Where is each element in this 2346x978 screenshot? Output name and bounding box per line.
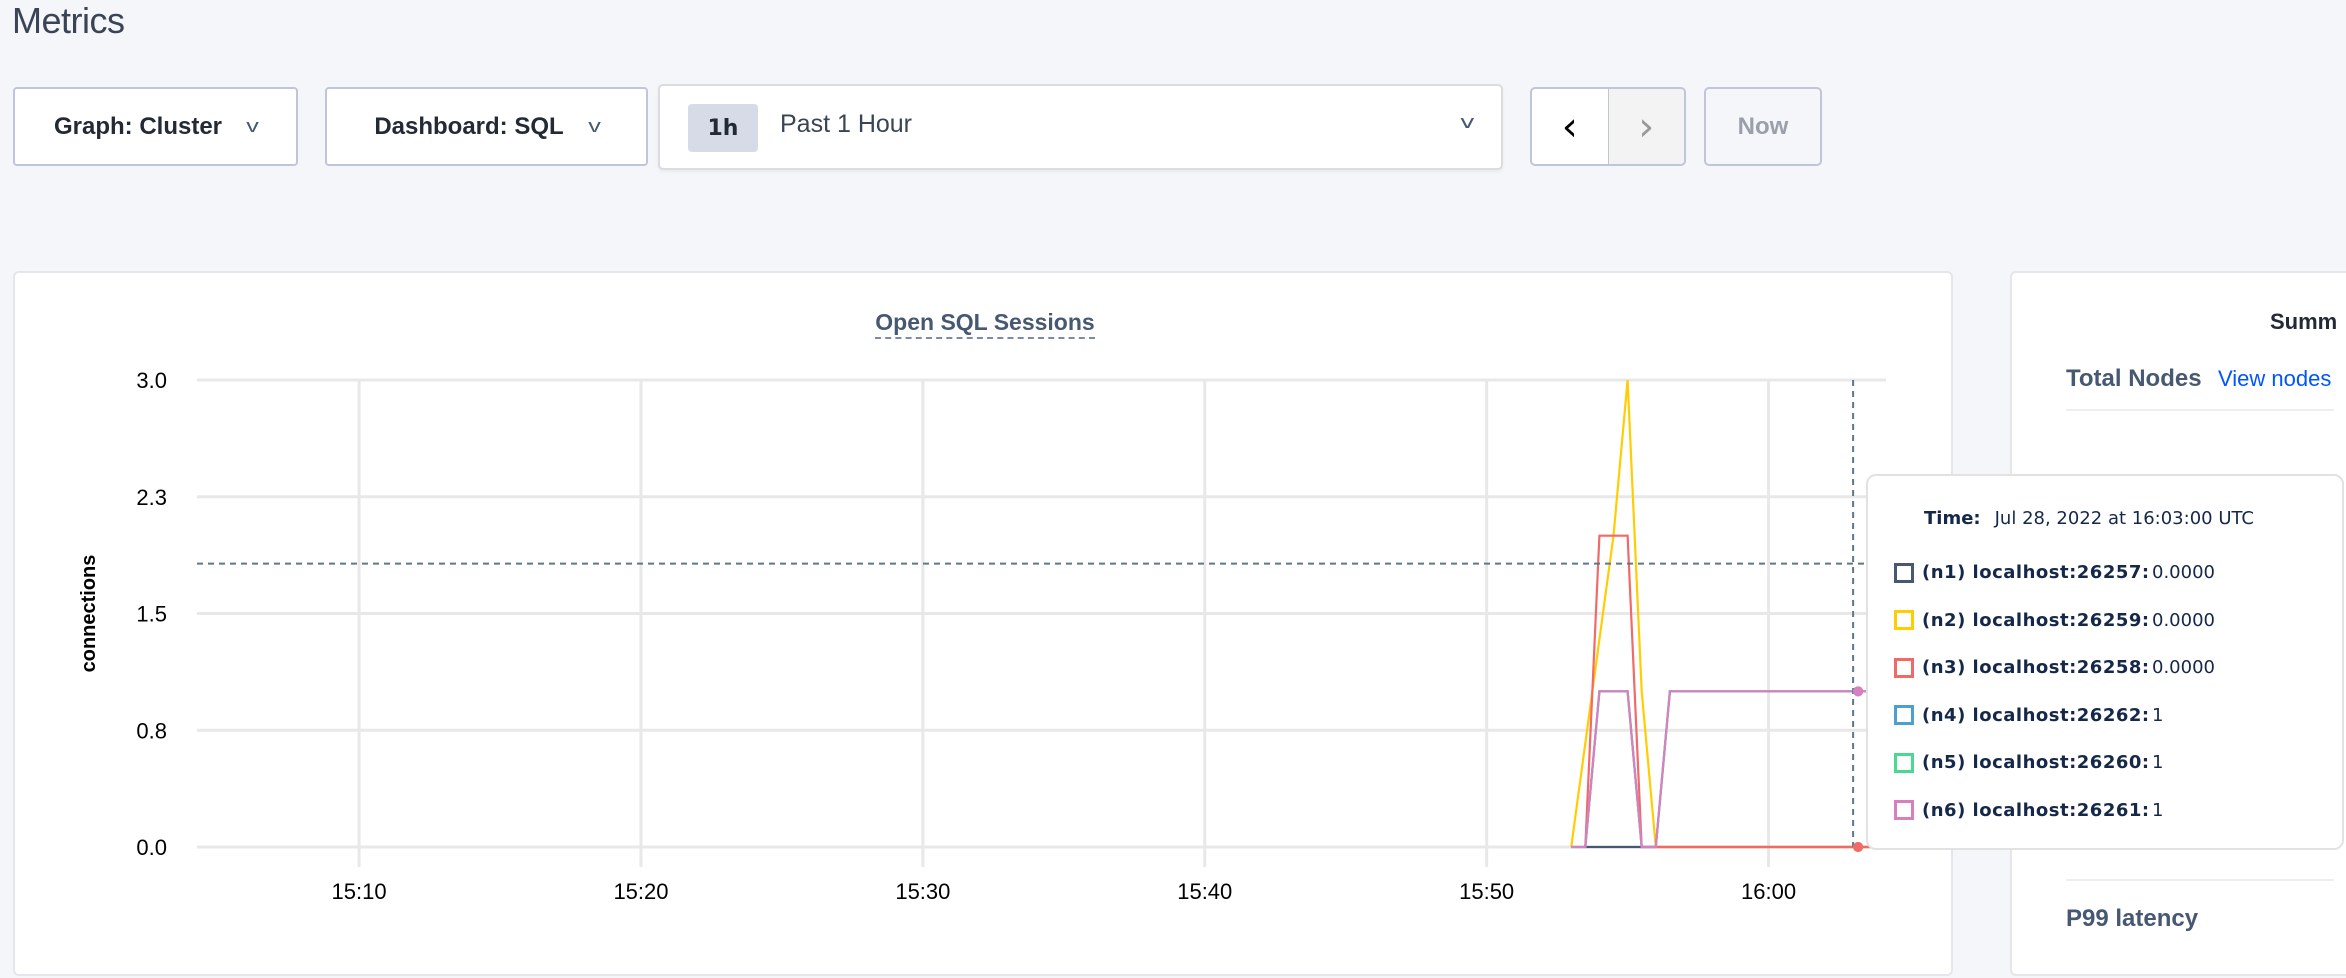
series-line-n4 — [1571, 690, 1882, 849]
series-line-n5 — [1571, 690, 1882, 849]
dashboard-select-label: Dashboard: SQL — [374, 112, 564, 140]
view-nodes-link[interactable]: View nodes — [2218, 366, 2332, 391]
x-tick-label: 15:10 — [332, 879, 387, 904]
x-tick-label: 16:00 — [1741, 879, 1796, 904]
y-tick-label: 3.0 — [136, 368, 167, 393]
tooltip-series-value: 1 — [2152, 752, 2164, 773]
line-chart[interactable]: 0.0 0.8 1.5 2.3 3.0 15:10 15:20 15:30 15:40 15:50… — [15, 273, 1951, 973]
series-swatch-icon — [1894, 562, 1914, 583]
divider — [2066, 879, 2334, 881]
tooltip-time-value: Jul 28, 2022 at 16:03:00 UTC — [1994, 508, 2254, 529]
summary-title: Summ — [2270, 309, 2338, 334]
graph-select[interactable]: Graph: Cluster v — [13, 87, 298, 166]
series-swatch-icon — [1894, 657, 1914, 678]
y-tick-label: 0.8 — [136, 718, 167, 743]
previous-button[interactable]: ‹ — [1532, 89, 1609, 164]
tooltip-series-name: (n1) localhost:26257: — [1922, 562, 2150, 583]
tooltip-series-name: (n5) localhost:26260: — [1922, 752, 2150, 773]
y-tick-label: 0.0 — [136, 835, 167, 860]
tooltip-time: Time: Jul 28, 2022 at 16:03:00 UTC — [1924, 508, 2254, 529]
hover-point-n6 — [1853, 686, 1864, 697]
tooltip-row: (n4) localhost:26262: 1 — [1894, 705, 2163, 726]
tooltip-row: (n1) localhost:26257: 0.0000 — [1894, 562, 2215, 583]
series-swatch-icon — [1894, 705, 1914, 725]
x-tick-label: 15:40 — [1177, 879, 1232, 904]
series-line-n6 — [1571, 690, 1882, 849]
tooltip-row: (n6) localhost:26261: 1 — [1894, 800, 2163, 821]
chart-title-text: Open SQL Sessions — [875, 309, 1095, 339]
time-range-label: Past 1 Hour — [780, 110, 913, 138]
series-swatch-icon — [1894, 800, 1914, 820]
x-tick-label: 15:50 — [1459, 879, 1514, 904]
now-button[interactable]: Now — [1704, 87, 1822, 166]
chevron-left-icon: ‹ — [1561, 103, 1578, 150]
tooltip-row: (n3) localhost:26258: 0.0000 — [1894, 657, 2215, 678]
series-swatch-icon — [1894, 610, 1914, 630]
divider — [2066, 409, 2334, 411]
tooltip-row: (n5) localhost:26260: 1 — [1894, 752, 2163, 773]
time-range-select[interactable]: 1h Past 1 Hour v — [658, 84, 1503, 170]
tooltip-series-value: 0.0000 — [2152, 562, 2215, 583]
hover-point-n3 — [1853, 842, 1864, 852]
y-tick-label: 1.5 — [136, 602, 167, 627]
tooltip-series-name: (n2) localhost:26259: — [1922, 609, 2150, 631]
tooltip-series-name: (n6) localhost:26261: — [1922, 799, 2150, 821]
tooltip-row: (n2) localhost:26259: 0.0000 — [1894, 610, 2215, 631]
tooltip-series-name: (n4) localhost:26262: — [1922, 704, 2150, 726]
chart-tooltip: Time: Jul 28, 2022 at 16:03:00 UTC (n1) l… — [1866, 474, 2344, 850]
dashboard-select[interactable]: Dashboard: SQL v — [325, 87, 648, 166]
x-tick-label: 15:20 — [613, 879, 668, 904]
chevron-down-icon: v — [587, 116, 601, 136]
tooltip-series-value: 0.0000 — [2152, 609, 2215, 631]
tooltip-time-label: Time: — [1924, 508, 1981, 529]
time-nav: ‹ › — [1530, 87, 1686, 166]
x-tick-label: 15:30 — [895, 879, 950, 904]
y-axis-label: connections — [78, 555, 100, 673]
series-line-n3 — [1584, 534, 1882, 849]
next-button[interactable]: › — [1608, 89, 1684, 164]
tooltip-series-value: 0.0000 — [2152, 657, 2215, 678]
p99-latency-label: P99 latency — [2066, 905, 2199, 932]
chart-title: Open SQL Sessions — [15, 309, 1955, 339]
chart-card: 0.0 0.8 1.5 2.3 3.0 15:10 15:20 15:30 15:40 15:50… — [13, 271, 1953, 976]
graph-select-label: Graph: Cluster — [53, 112, 223, 140]
tooltip-series-value: 1 — [2152, 704, 2164, 726]
chevron-down-icon: v — [1460, 112, 1476, 133]
chevron-right-icon: › — [1638, 103, 1655, 150]
tooltip-series-name: (n3) localhost:26258: — [1922, 657, 2150, 678]
y-tick-label: 2.3 — [136, 485, 167, 510]
tooltip-series-value: 1 — [2152, 799, 2164, 821]
series-swatch-icon — [1894, 752, 1914, 773]
time-range-badge: 1h — [688, 104, 758, 152]
chevron-down-icon: v — [246, 116, 259, 136]
total-nodes-label: Total Nodes — [2066, 365, 2202, 392]
page-title: Metrics — [12, 0, 125, 41]
